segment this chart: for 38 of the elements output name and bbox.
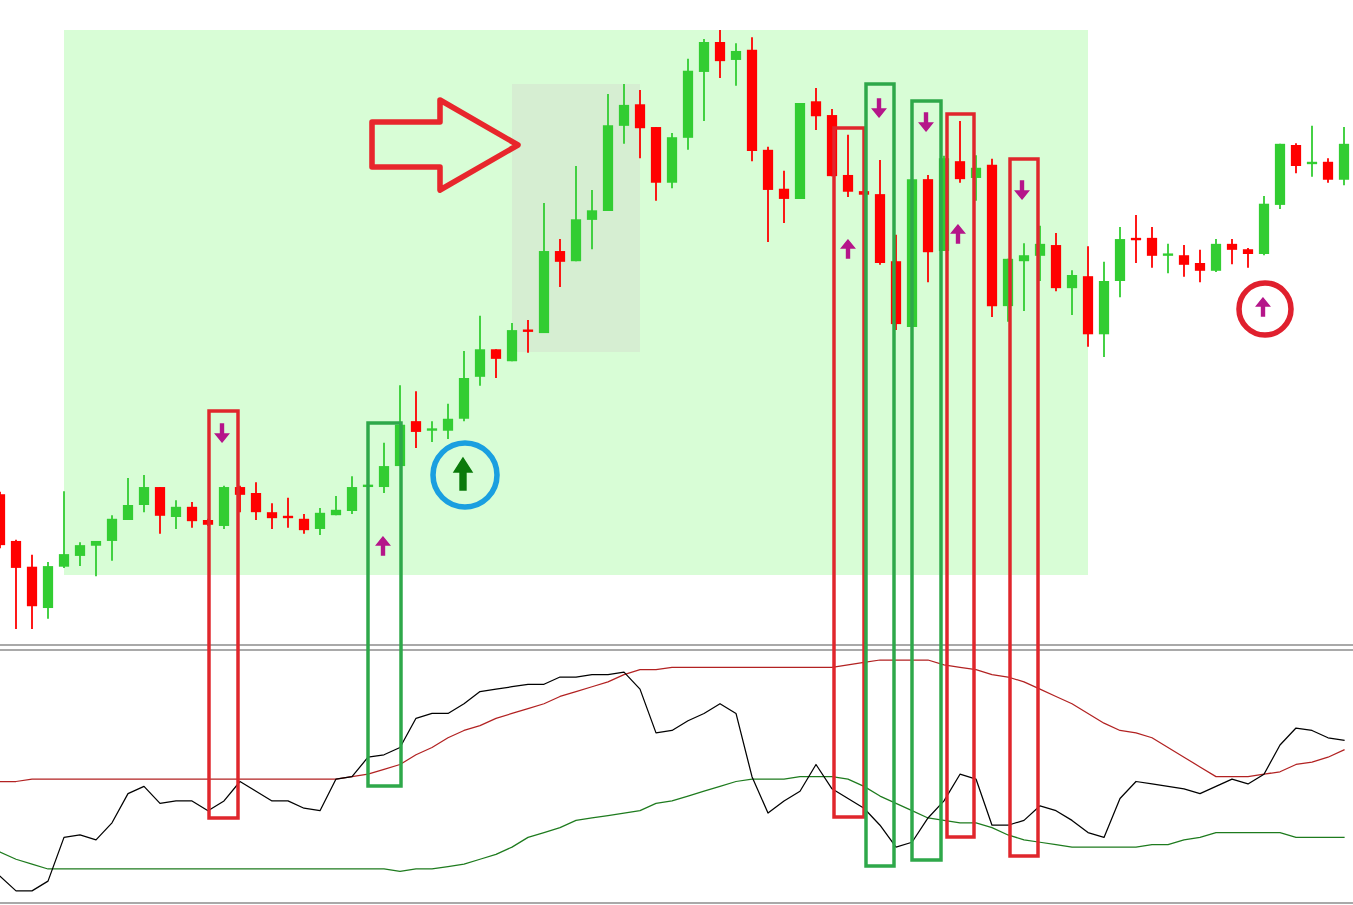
candlestick	[954, 120, 966, 184]
candlestick	[266, 502, 278, 530]
candlestick	[170, 499, 182, 530]
candlestick	[58, 490, 70, 569]
candlestick	[1018, 242, 1030, 312]
candlestick	[1066, 269, 1078, 317]
candlestick	[730, 42, 742, 87]
candlestick	[778, 169, 790, 224]
candlestick	[378, 441, 390, 494]
candlestick	[426, 420, 438, 444]
candlestick	[810, 87, 822, 131]
candlestick	[618, 83, 630, 145]
candlestick	[490, 348, 502, 379]
candlestick	[1162, 242, 1174, 275]
candlestick	[442, 402, 454, 441]
candlestick	[1226, 238, 1238, 266]
candlestick	[74, 541, 86, 568]
candlestick	[346, 475, 358, 515]
candlestick	[1322, 157, 1334, 184]
candlestick	[634, 88, 646, 160]
candlestick	[90, 540, 102, 578]
candlestick	[1242, 247, 1254, 269]
candlestick	[842, 133, 854, 199]
candlestick	[298, 513, 310, 535]
candlestick	[106, 514, 118, 562]
candlestick	[1194, 248, 1206, 284]
candlestick	[1290, 142, 1302, 175]
candlestick	[1146, 226, 1158, 269]
candlestick	[554, 238, 566, 288]
candlestick	[138, 474, 150, 514]
candlestick	[122, 477, 134, 521]
candlestick	[1178, 244, 1190, 278]
candlestick	[410, 390, 422, 450]
candlestick	[714, 29, 726, 79]
candlestick	[186, 501, 198, 529]
candlestick	[586, 189, 598, 251]
candlestick	[314, 507, 326, 536]
candlestick	[250, 481, 262, 521]
